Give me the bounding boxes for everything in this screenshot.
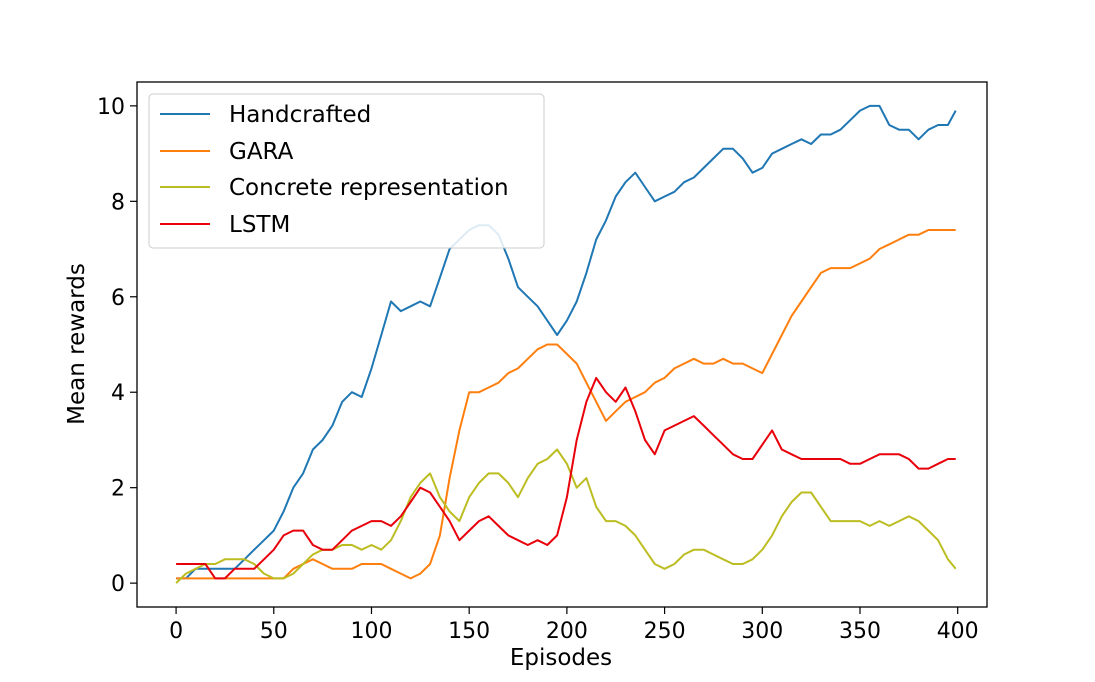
series-layer: [175, 104, 957, 584]
x-axis-label: Episodes: [510, 645, 612, 671]
legend-box: [148, 93, 545, 249]
y-tick-label: 0: [111, 572, 125, 597]
plot-frame: [136, 81, 988, 608]
x-axis: 0 50 100 150 200 250 300 350 400: [169, 607, 979, 644]
x-tick-label: 50: [260, 619, 288, 644]
y-tick-label: 10: [97, 95, 125, 120]
x-tick-label: 300: [741, 619, 783, 644]
x-tick-label: 0: [169, 619, 183, 644]
x-tick-label: 100: [350, 619, 392, 644]
series-line-handcrafted: [176, 104, 957, 580]
y-tick-label: 8: [111, 190, 125, 215]
y-tick-label: 2: [111, 477, 125, 502]
legend-label-lstm: LSTM: [229, 212, 290, 238]
series-line-lstm: [176, 376, 956, 580]
series-line-gara: [176, 229, 956, 580]
y-tick-label: 4: [111, 381, 125, 406]
x-tick-label: 200: [546, 619, 588, 644]
x-tick-label: 150: [448, 619, 490, 644]
legend-label-concrete-representation: Concrete representation: [229, 175, 509, 201]
legend-label-gara: GARA: [229, 139, 294, 165]
y-tick-label: 6: [111, 286, 125, 311]
legend-label-handcrafted: Handcrafted: [229, 102, 371, 128]
x-tick-label: 250: [644, 619, 686, 644]
y-axis-label: Mean rewards: [64, 263, 90, 425]
y-axis: 0 2 4 6 8 10: [97, 95, 137, 597]
x-tick-label: 400: [937, 619, 979, 644]
legend: Handcrafted GARA Concrete representation…: [148, 93, 545, 249]
series-line-concrete-representation: [175, 448, 957, 584]
x-tick-label: 350: [839, 619, 881, 644]
